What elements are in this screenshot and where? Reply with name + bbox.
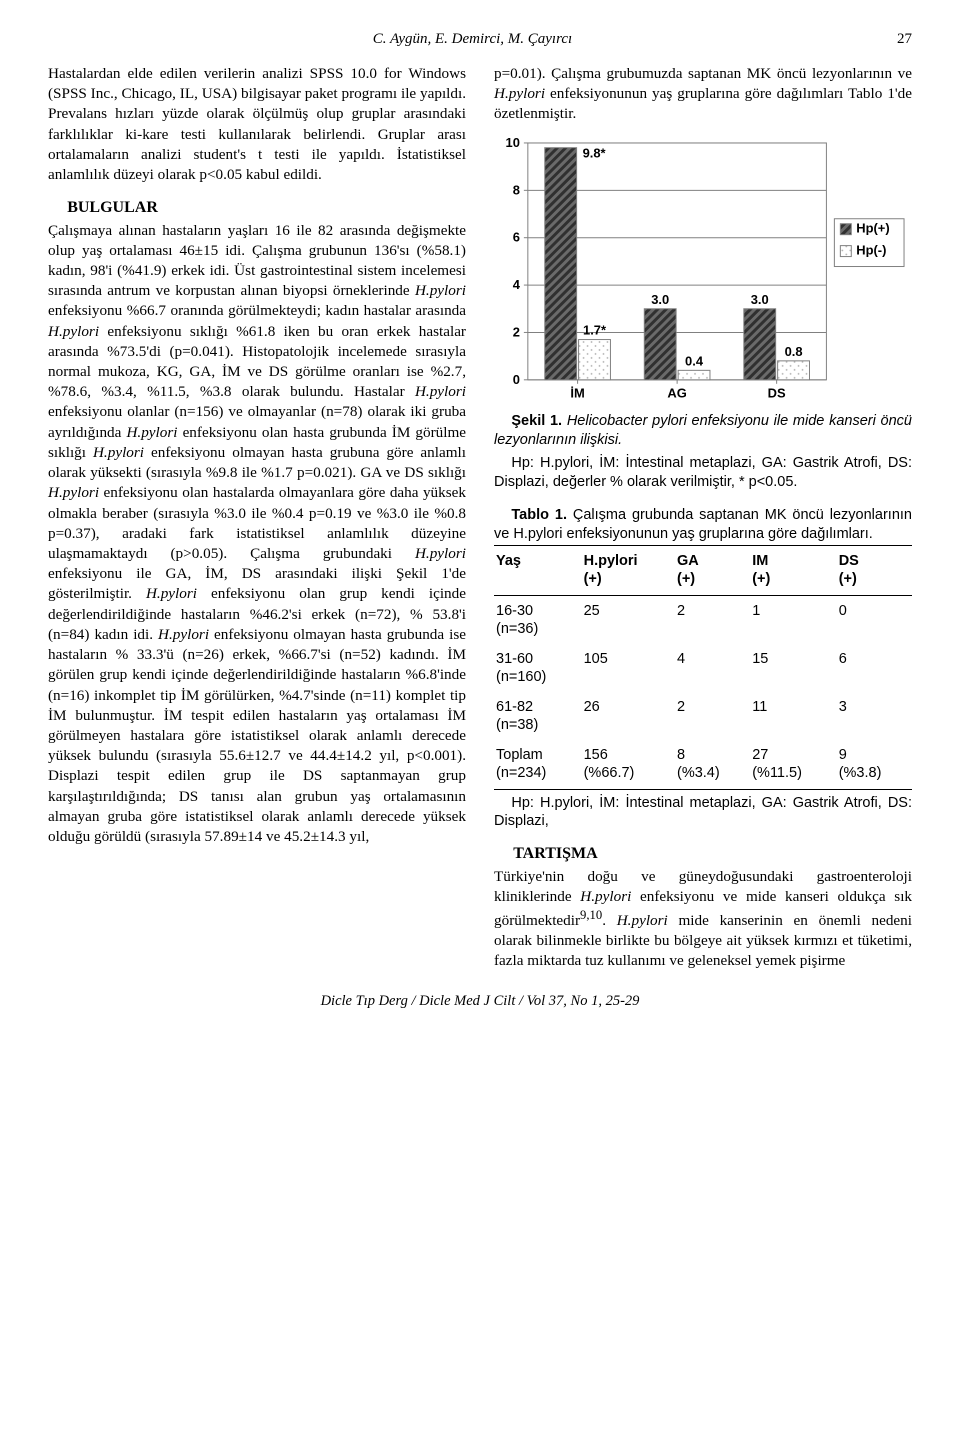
results-paragraph: Çalışmaya alınan hastaların yaşları 16 i… — [48, 221, 466, 848]
page-number: 27 — [897, 30, 912, 50]
table-row: 31-60(n=160) 105 4 15 6 — [494, 644, 912, 692]
svg-text:0.8: 0.8 — [785, 343, 803, 358]
section-heading-bulgular: BULGULAR — [48, 197, 466, 218]
right-column: p=0.01). Çalışma grubumuzda saptanan MK … — [494, 64, 912, 974]
svg-text:DS: DS — [768, 385, 786, 400]
bar-chart: 0 2 4 6 8 10 İM 9.8* 1.7* AG 3.0 0.4 DS 3.0 0.8 Hp(+) Hp… — [494, 133, 912, 407]
table-row: 16-30(n=36) 25 2 1 0 — [494, 595, 912, 644]
table-row: 61-82(n=38) 26 2 11 3 — [494, 692, 912, 740]
col-hpylori: H.pylori(+) — [582, 546, 675, 595]
table-caption: Tablo 1. Çalışma grubunda saptanan MK ön… — [494, 506, 912, 544]
col-ga: GA(+) — [675, 546, 750, 595]
svg-text:10: 10 — [506, 135, 520, 150]
col-yas: Yaş — [494, 546, 582, 595]
svg-text:0: 0 — [513, 371, 520, 386]
columns: Hastalardan elde edilen verilerin analiz… — [48, 64, 912, 974]
page-footer: Dicle Tıp Derg / Dicle Med J Cilt / Vol … — [48, 992, 912, 1011]
svg-text:3.0: 3.0 — [651, 291, 669, 306]
col-im: IM(+) — [750, 546, 836, 595]
table-note: Hp: H.pylori, İM: İntestinal metaplazi, … — [494, 794, 912, 832]
right-intro-paragraph: p=0.01). Çalışma grubumuzda saptanan MK … — [494, 64, 912, 125]
svg-text:1.7*: 1.7* — [583, 322, 607, 337]
svg-text:4: 4 — [513, 277, 521, 292]
svg-text:Hp(+): Hp(+) — [856, 220, 889, 235]
chart-container: 0 2 4 6 8 10 İM 9.8* 1.7* AG 3.0 0.4 DS 3.0 0.8 Hp(+) Hp… — [494, 133, 912, 407]
discussion-paragraph: Türkiye'nin doğu ve güneydoğusundaki gas… — [494, 867, 912, 972]
table-row: Toplam(n=234) 156(%66.7) 8(%3.4) 27(%11.… — [494, 740, 912, 789]
svg-text:0.4: 0.4 — [685, 353, 704, 368]
table-header-row: Yaş H.pylori(+) GA(+) IM(+) DS(+) — [494, 546, 912, 595]
col-ds: DS(+) — [837, 546, 912, 595]
data-table: Yaş H.pylori(+) GA(+) IM(+) DS(+) 16-30(… — [494, 545, 912, 789]
svg-text:9.8*: 9.8* — [583, 145, 607, 160]
svg-text:3.0: 3.0 — [751, 291, 769, 306]
svg-text:2: 2 — [513, 324, 520, 339]
svg-text:Hp(-): Hp(-) — [856, 242, 886, 257]
svg-text:6: 6 — [513, 229, 520, 244]
methods-paragraph: Hastalardan elde edilen verilerin analiz… — [48, 64, 466, 185]
left-column: Hastalardan elde edilen verilerin analiz… — [48, 64, 466, 974]
svg-text:8: 8 — [513, 182, 520, 197]
authors: C. Aygün, E. Demirci, M. Çayırcı — [373, 31, 572, 47]
running-header: C. Aygün, E. Demirci, M. Çayırcı 27 — [48, 30, 912, 50]
section-heading-tartisma: TARTIŞMA — [494, 843, 912, 864]
figure-note: Hp: H.pylori, İM: İntestinal metaplazi, … — [494, 454, 912, 492]
svg-text:İM: İM — [570, 385, 584, 400]
svg-text:AG: AG — [667, 385, 686, 400]
figure-caption: Şekil 1. Helicobacter pylori enfeksiyonu… — [494, 412, 912, 450]
